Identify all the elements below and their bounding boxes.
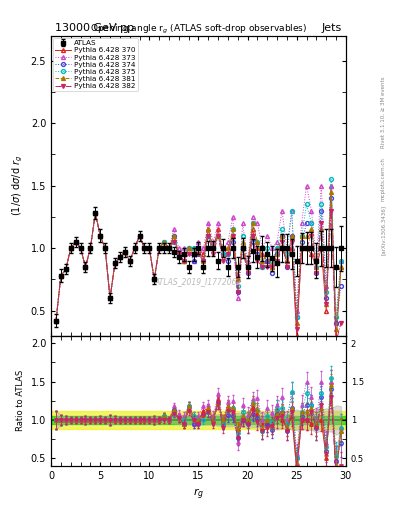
Text: Jets: Jets [321, 23, 342, 33]
Text: mcplots.cern.ch: mcplots.cern.ch [381, 157, 386, 201]
X-axis label: $r_g$: $r_g$ [193, 486, 204, 502]
Text: [arXiv:1306.3436]: [arXiv:1306.3436] [381, 205, 386, 255]
Text: 13000 GeV pp: 13000 GeV pp [55, 23, 134, 33]
Text: Rivet 3.1.10, ≥ 3M events: Rivet 3.1.10, ≥ 3M events [381, 77, 386, 148]
Legend: ATLAS, Pythia 6.428 370, Pythia 6.428 373, Pythia 6.428 374, Pythia 6.428 375, P: ATLAS, Pythia 6.428 370, Pythia 6.428 37… [53, 38, 138, 91]
Y-axis label: Ratio to ATLAS: Ratio to ATLAS [16, 370, 25, 432]
Text: ATLAS_2019_I1772062: ATLAS_2019_I1772062 [155, 277, 242, 286]
Y-axis label: $(1/\sigma)\ \mathrm{d}\sigma/\mathrm{d}\ r_g$: $(1/\sigma)\ \mathrm{d}\sigma/\mathrm{d}… [11, 155, 25, 217]
Title: Opening angle r$_g$ (ATLAS soft-drop observables): Opening angle r$_g$ (ATLAS soft-drop obs… [90, 23, 307, 36]
Bar [51, 416, 346, 424]
Bar [51, 411, 346, 429]
